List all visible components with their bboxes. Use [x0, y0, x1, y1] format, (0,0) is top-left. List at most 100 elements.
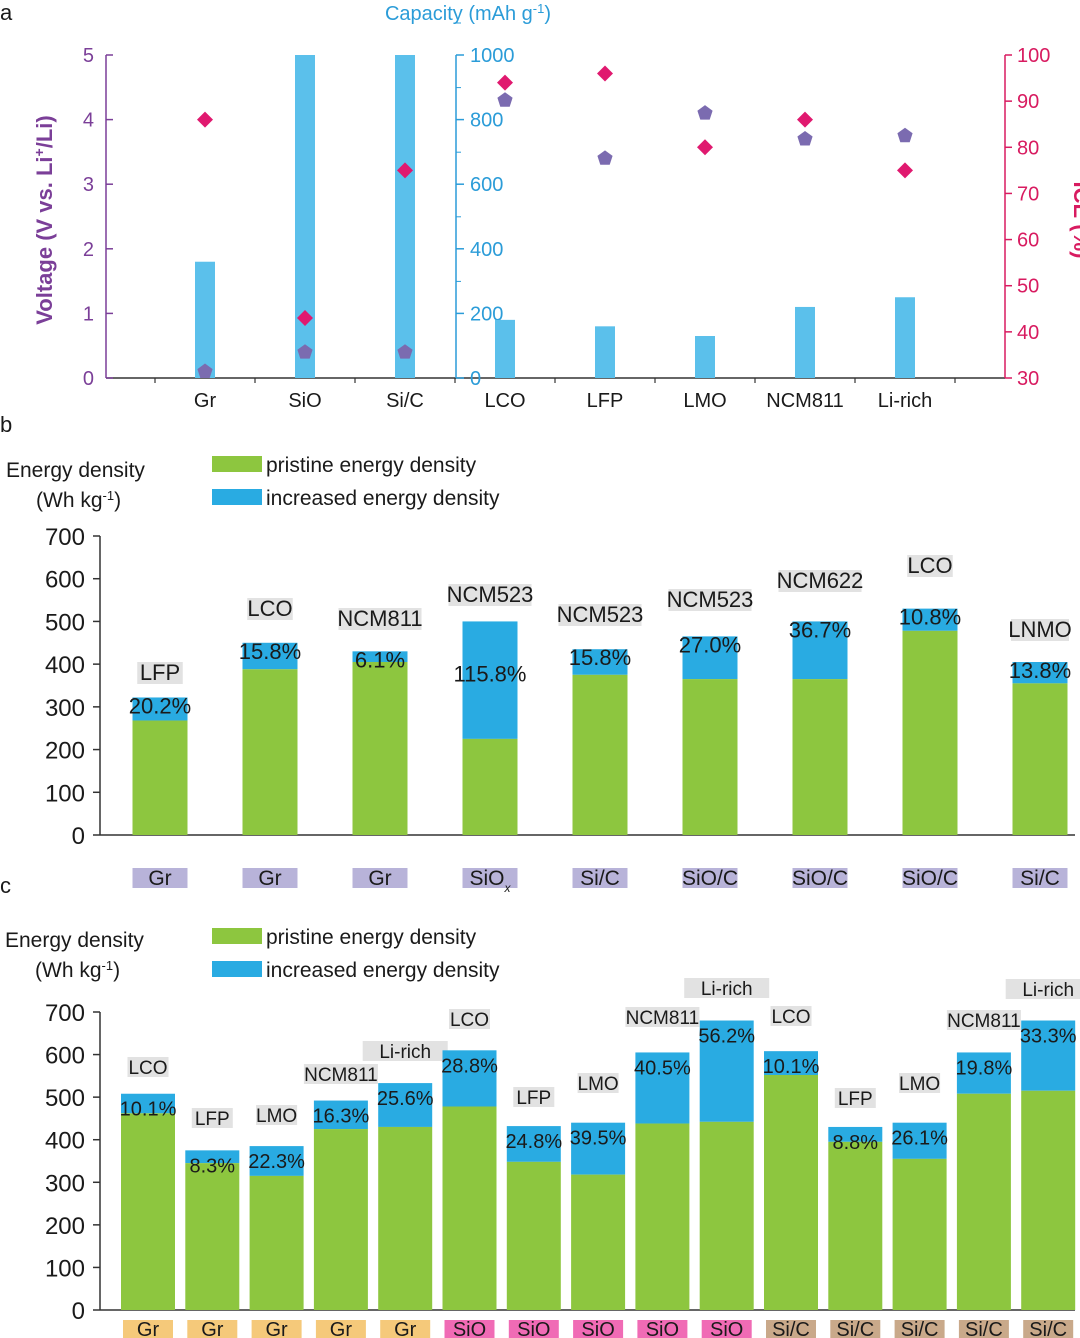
c-pristine-bar	[249, 1175, 304, 1310]
label-part: x	[504, 881, 512, 895]
c-cathode-label: Li-rich	[701, 979, 753, 1000]
b-anode-label-bg	[132, 868, 188, 888]
a-left-tick-label: 3	[83, 174, 94, 196]
b-y-tick-label: 400	[45, 652, 85, 679]
a-middle-tick-label: 1000	[470, 45, 515, 67]
a-capacity-bar	[795, 306, 815, 378]
c-increased-bar	[249, 1146, 304, 1176]
a-category-label: LCO	[484, 390, 525, 412]
b-y-tick-label: 0	[72, 823, 85, 850]
c-cathode-label: LFP	[195, 1109, 230, 1130]
b-cathode-label-bg	[668, 589, 752, 611]
c-pristine-bar	[956, 1093, 1011, 1310]
b-anode-label: Gr	[368, 867, 391, 890]
b-pristine-bar	[902, 630, 958, 835]
c-cathode-label-bg	[1005, 979, 1080, 999]
a-middle-tick-label: 600	[470, 174, 503, 196]
b-anode-label: SiO/C	[902, 867, 958, 890]
b-cathode-label: NCM523	[667, 587, 754, 612]
c-anode-label-bg	[315, 1320, 366, 1338]
b-anode-label: SiO/C	[792, 867, 848, 890]
c-y-tick-label: 300	[45, 1170, 85, 1197]
label-part: Gr	[258, 867, 281, 890]
c-anode-label: Gr	[201, 1319, 224, 1338]
b-ylabel: Energy density	[6, 459, 145, 482]
b-percent-label: 6.1%	[355, 647, 405, 672]
a-left-axis-label: Voltage (V vs. Li+/Li)	[31, 115, 57, 325]
b-pristine-bar	[462, 738, 518, 835]
b-percent-label: 27.0%	[679, 632, 741, 657]
b-increased-bar	[902, 608, 958, 631]
c-percent-label: 10.1%	[763, 1056, 820, 1078]
label-part: Gr	[148, 867, 171, 890]
c-increased-bar	[571, 1122, 626, 1175]
c-percent-label: 28.8%	[441, 1055, 498, 1077]
c-percent-label: 56.2%	[698, 1026, 755, 1048]
b-cathode-label-bg	[778, 570, 862, 592]
c-cathode-label: NCM811	[626, 1008, 700, 1029]
c-legend-label: pristine energy density	[266, 926, 477, 949]
label-part: Si/C	[1029, 1319, 1067, 1338]
c-percent-label: 8.3%	[190, 1155, 236, 1177]
b-y-tick-label: 300	[45, 695, 85, 722]
c-pristine-bar	[635, 1123, 690, 1310]
b-legend-label: increased energy density	[266, 487, 500, 510]
b-cathode-label-bg	[558, 604, 642, 626]
c-pristine-bar	[699, 1121, 754, 1310]
label-part: -1	[533, 1, 545, 16]
c-pristine-bar	[442, 1106, 497, 1310]
label-part: SiO	[469, 867, 504, 890]
b-increased-bar	[132, 697, 188, 721]
a-category-label: Si/C	[386, 390, 424, 412]
c-anode-label-bg	[508, 1320, 559, 1338]
label-part: Si/C	[772, 1319, 810, 1338]
b-pristine-bar	[682, 679, 738, 835]
label-part: Si/C	[580, 867, 620, 890]
c-anode-label: Si/C	[901, 1319, 939, 1338]
c-cathode-label: LMO	[256, 1106, 297, 1127]
c-cathode-label-bg	[513, 1087, 555, 1107]
c-percent-label: 39.5%	[570, 1128, 627, 1150]
c-percent-label: 8.8%	[833, 1132, 879, 1154]
b-pristine-bar	[352, 662, 408, 835]
label-part: SiO	[517, 1319, 550, 1338]
c-cathode-label-bg	[303, 1064, 378, 1084]
panel-label-c: c	[0, 873, 11, 898]
c-anode-label-bg	[766, 1320, 816, 1338]
label-part: )	[113, 959, 120, 982]
label-part: )	[114, 489, 121, 512]
a-ice-point	[697, 139, 713, 156]
c-cathode-label: LMO	[578, 1074, 619, 1095]
a-voltage-point	[797, 131, 813, 146]
c-y-tick-label: 0	[72, 1298, 85, 1325]
c-anode-label-bg	[894, 1320, 945, 1338]
b-pristine-bar	[132, 720, 188, 835]
a-middle-tick-label: 0	[470, 368, 481, 390]
a-capacity-bar	[895, 297, 915, 378]
a-voltage-point	[397, 344, 413, 359]
c-anode-label: Si/C	[965, 1319, 1003, 1338]
a-capacity-bar	[295, 55, 315, 378]
label-part: Si/C	[1020, 867, 1060, 890]
label-part: Si/C	[836, 1319, 874, 1338]
a-capacity-bar	[695, 336, 715, 378]
b-anode-label-bg	[572, 868, 628, 888]
a-capacity-bar	[595, 326, 615, 378]
c-increased-bar	[378, 1083, 433, 1127]
c-y-tick-label: 200	[45, 1213, 85, 1240]
b-legend-swatch	[212, 456, 262, 472]
c-pristine-bar	[764, 1075, 818, 1310]
c-y-tick-label: 100	[45, 1255, 85, 1282]
c-pristine-bar	[185, 1163, 240, 1310]
b-increased-bar	[792, 621, 848, 680]
c-increased-bar	[764, 1051, 818, 1076]
b-anode-label: Si/C	[580, 867, 620, 890]
label-part: SiO/C	[902, 867, 958, 890]
label-part: (Wh kg	[36, 489, 103, 512]
c-cathode-label: Li-rich	[1022, 980, 1074, 1001]
a-voltage-point	[497, 92, 513, 107]
a-right-tick-label: 50	[1017, 276, 1039, 298]
c-increased-bar	[506, 1126, 561, 1162]
c-percent-label: 26.1%	[891, 1128, 948, 1150]
